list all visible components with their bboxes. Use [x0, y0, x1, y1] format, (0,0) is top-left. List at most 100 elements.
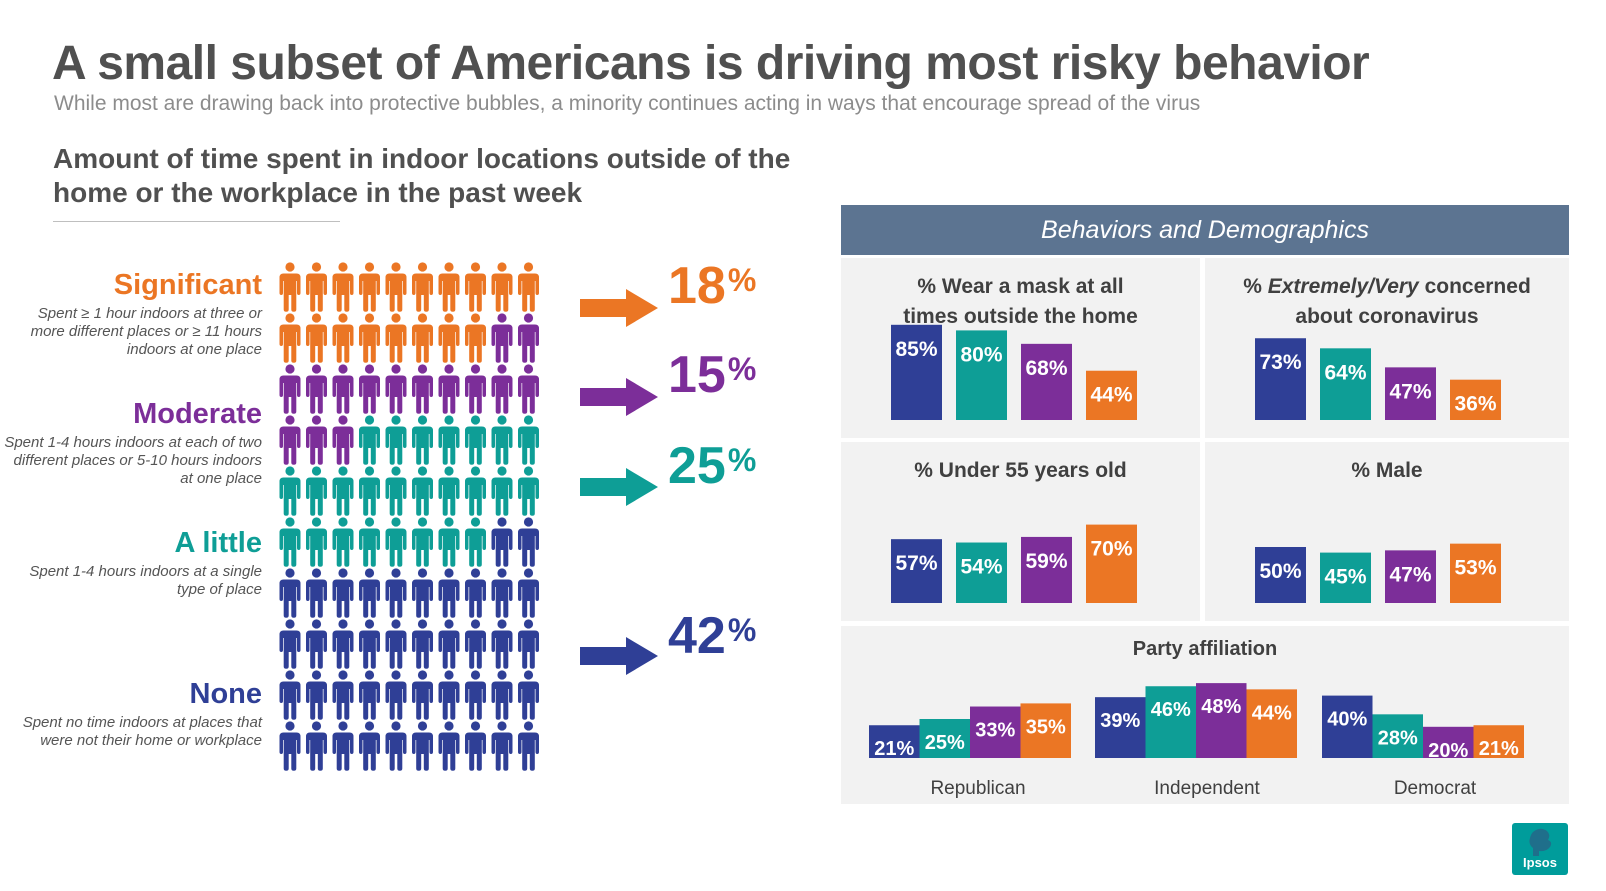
- panel-title-text: concerned about coronavirus: [1295, 275, 1531, 328]
- bar-label: 25%: [925, 732, 965, 754]
- bar-label: 68%: [1025, 357, 1067, 380]
- arrow-none: [580, 637, 658, 675]
- party-label-republican: Republican: [930, 778, 1026, 799]
- ipsos-logo: Ipsos: [1512, 823, 1568, 875]
- bar-panel1-3: [1021, 343, 1072, 420]
- category-name: None: [189, 678, 263, 710]
- panel-header: Behaviors and Demographics: [841, 205, 1569, 255]
- logo-text: Ipsos: [1523, 855, 1557, 870]
- bar-panel2-3: [1385, 367, 1436, 420]
- panel-title-text: Extremely/Very: [1267, 275, 1419, 298]
- bar-panel3-1: [891, 539, 942, 603]
- bar-label: 48%: [1201, 696, 1241, 718]
- bar-label: 47%: [1389, 563, 1431, 586]
- category-name: Moderate: [133, 398, 262, 430]
- bar-panel2-2: [1320, 348, 1371, 420]
- page-subtitle: While most are drawing back into protect…: [54, 92, 1201, 115]
- party-label-independent: Independent: [1154, 778, 1260, 799]
- bar-label: 70%: [1090, 538, 1132, 561]
- bar-party-independent-1: [1095, 697, 1146, 758]
- bar-party-democrat-3: [1423, 726, 1474, 758]
- bar-party-republican-4: [1020, 703, 1071, 758]
- bar-party-independent-4: [1246, 689, 1297, 758]
- bar-party-republican-3: [970, 706, 1021, 758]
- bar-panel4-2: [1320, 552, 1371, 603]
- percent-value: 15: [668, 346, 726, 404]
- bar-label: 47%: [1389, 380, 1431, 403]
- panel-title-text: % Male: [1351, 459, 1423, 482]
- bar-panel2-1: [1255, 338, 1306, 420]
- arrow-a-little: [580, 468, 658, 506]
- category-name: Significant: [113, 269, 262, 301]
- bar-label: 39%: [1100, 710, 1140, 732]
- panel-title: % Extremely/Very concerned about coronav…: [1205, 272, 1569, 332]
- category-a-little: A little Spent 1-4 hours indoors at a si…: [2, 526, 262, 599]
- percent-value: 42: [668, 607, 726, 665]
- bar-label: 80%: [960, 343, 1002, 366]
- percent-sign: %: [727, 612, 757, 648]
- category-name: A little: [174, 527, 262, 559]
- arrows: [580, 289, 658, 675]
- bar-panel1-2: [956, 330, 1007, 420]
- bar-label: 21%: [1479, 738, 1519, 760]
- bar-panel3-2: [956, 542, 1007, 603]
- bar-label: 54%: [960, 556, 1002, 579]
- bar-panel4-3: [1385, 550, 1436, 603]
- bar-party-democrat-2: [1372, 714, 1423, 758]
- panel-title-text: % Wear a mask at all times outside the h…: [903, 275, 1138, 328]
- bar-label: 73%: [1259, 351, 1301, 374]
- percent-value: 25: [668, 437, 726, 495]
- bar-label: 36%: [1454, 393, 1496, 416]
- bar-label: 44%: [1090, 384, 1132, 407]
- party-label-democrat: Democrat: [1393, 778, 1477, 799]
- bar-party-democrat-4: [1473, 725, 1524, 758]
- bar-panel4-4: [1450, 543, 1501, 603]
- bar-panel3-4: [1086, 524, 1137, 603]
- bar-panel2-4: [1450, 379, 1501, 420]
- bar-party-democrat-1: [1322, 695, 1373, 758]
- category-none: None Spent no time indoors at places tha…: [2, 677, 262, 750]
- bar-label: 20%: [1428, 740, 1468, 762]
- logo-head-icon: [1529, 828, 1552, 856]
- bar-label: 44%: [1252, 702, 1292, 724]
- bar-label: 40%: [1327, 709, 1367, 731]
- bar-party-independent-3: [1196, 683, 1247, 758]
- panel-title: Party affiliation: [1132, 638, 1278, 660]
- category-description: Spent ≥ 1 hour indoors at three or more …: [30, 305, 262, 358]
- percent-sign: %: [727, 351, 757, 387]
- bar-label: 85%: [895, 338, 937, 361]
- bar-panel1-1: [891, 324, 942, 420]
- category-description: Spent 1-4 hours indoors at a single type…: [29, 563, 262, 598]
- panel-title: % Under 55 years old: [841, 456, 1200, 486]
- panel-title: % Wear a mask at all times outside the h…: [841, 272, 1200, 332]
- percent-sign: %: [727, 262, 757, 298]
- arrow-significant: [580, 289, 658, 327]
- bar-party-republican-1: [869, 725, 920, 758]
- bar-label: 59%: [1025, 550, 1067, 573]
- bar-label: 33%: [975, 720, 1015, 742]
- category-moderate: Moderate Spent 1-4 hours indoors at each…: [2, 397, 262, 488]
- pictogram-title: Amount of time spent in indoor locations…: [53, 143, 791, 208]
- bar-panel4-1: [1255, 547, 1306, 603]
- bar-label: 53%: [1454, 557, 1496, 580]
- bar-label: 45%: [1324, 566, 1366, 589]
- panel-title: % Male: [1205, 456, 1569, 486]
- percent-moderate: 15%: [668, 349, 756, 401]
- percent-value: 18: [668, 257, 726, 315]
- bar-party-independent-2: [1145, 686, 1196, 758]
- bar-label: 35%: [1026, 716, 1066, 738]
- bar-label: 21%: [874, 738, 914, 760]
- category-significant: Significant Spent ≥ 1 hour indoors at th…: [2, 268, 262, 359]
- bar-panel1-4: [1086, 370, 1137, 420]
- panel-title-text: %: [1243, 275, 1268, 298]
- bar-party-republican-2: [919, 719, 970, 758]
- percent-a-little: 25%: [668, 440, 756, 492]
- page-title: A small subset of Americans is driving m…: [52, 37, 1370, 90]
- bar-label: 57%: [895, 552, 937, 575]
- category-description: Spent 1-4 hours indoors at each of two d…: [4, 434, 262, 487]
- category-description: Spent no time indoors at places that wer…: [22, 714, 262, 749]
- percent-sign: %: [727, 442, 757, 478]
- bar-label: 50%: [1259, 560, 1301, 583]
- panel-title-text: % Under 55 years old: [914, 459, 1127, 482]
